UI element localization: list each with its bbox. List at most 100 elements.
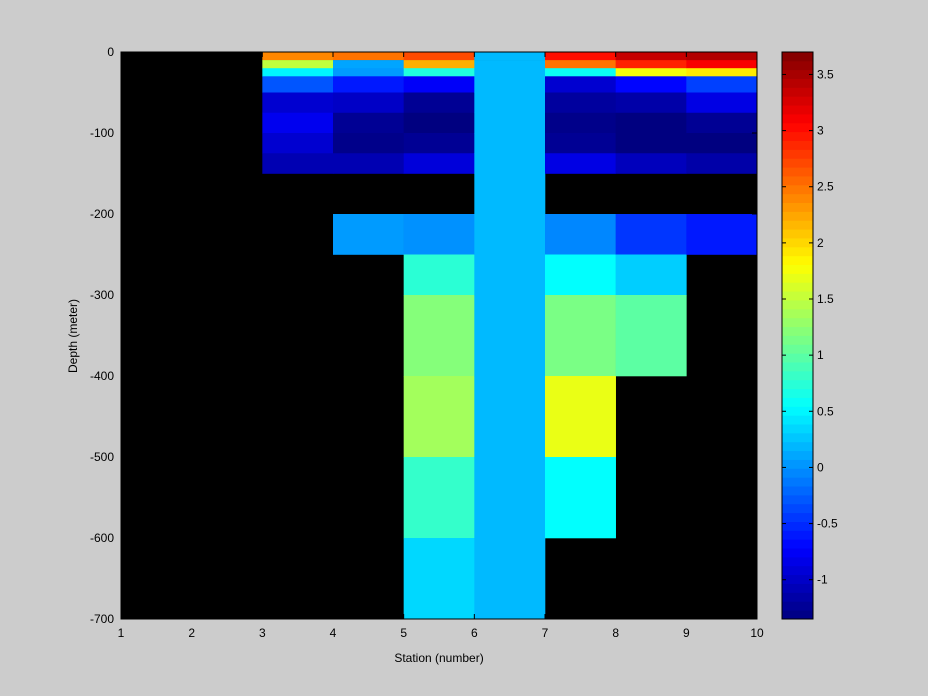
colorbar-band	[782, 477, 813, 487]
colorbar-band	[782, 486, 813, 496]
heatmap-cell	[474, 133, 546, 154]
heatmap-cell	[615, 60, 687, 69]
x-tick-label: 2	[188, 626, 195, 640]
heatmap-cell	[474, 173, 546, 215]
colorbar-frame	[781, 51, 814, 620]
y-axis-ticks: 0 -100 -200 -300 -400 -500 -600 -700	[90, 45, 757, 626]
heatmap-cell	[474, 214, 546, 255]
colorbar-band	[782, 379, 813, 390]
colorbar-band	[782, 300, 813, 310]
heatmap-cell	[615, 92, 687, 114]
heatmap-cell	[615, 153, 687, 174]
y-tick-label: -700	[90, 612, 114, 626]
heatmap-cell	[686, 133, 758, 154]
heatmap-cell	[545, 376, 616, 458]
heatmap-cell	[403, 92, 475, 114]
colorbar-band	[782, 87, 813, 97]
y-axis-label: Depth (meter)	[66, 299, 80, 373]
colorbar-band	[782, 246, 813, 257]
heatmap-cell	[615, 68, 687, 77]
colorbar-band	[782, 308, 813, 319]
colorbar-band	[782, 353, 813, 363]
heatmap-cell	[545, 76, 616, 93]
x-tick-label: 8	[612, 626, 619, 640]
colorbar-band	[782, 122, 813, 133]
heatmap-cell	[474, 295, 546, 377]
heatmap-cell	[545, 92, 616, 114]
colorbar	[782, 52, 813, 620]
colorbar-band	[782, 193, 813, 204]
heatmap-cell	[474, 112, 546, 134]
heatmap-cell	[474, 457, 546, 539]
x-tick-label: 1	[118, 626, 125, 640]
heatmap-cell	[333, 214, 404, 255]
colorbar-band	[782, 264, 813, 274]
colorbar-band	[782, 370, 813, 381]
colorbar-tick-label: 0.5	[817, 404, 834, 418]
heatmap-cell	[615, 133, 687, 154]
heatmap-cell	[403, 214, 475, 255]
heatmap-cell	[474, 538, 546, 620]
colorbar-band	[782, 574, 813, 584]
heatmap-cell	[474, 376, 546, 458]
heatmap-cell	[262, 60, 334, 69]
colorbar-tick-label: -1	[817, 573, 828, 587]
heatmap-cell	[686, 112, 758, 134]
colorbar-band	[782, 158, 813, 168]
heatmap-cell	[403, 112, 475, 134]
colorbar-band	[782, 441, 813, 452]
heatmap-cell	[686, 153, 758, 174]
colorbar-band	[782, 238, 813, 248]
colorbar-band	[782, 521, 813, 531]
heatmap-cell	[262, 52, 334, 61]
colorbar-tick-label: 2.5	[817, 180, 834, 194]
colorbar-tick-label: 2	[817, 236, 824, 250]
heatmap-cell	[333, 133, 404, 154]
x-tick-label: 9	[683, 626, 690, 640]
colorbar-band	[782, 406, 813, 416]
x-tick-label: 7	[542, 626, 549, 640]
colorbar-band	[782, 601, 813, 611]
colorbar-band	[782, 556, 813, 567]
heatmap-cell	[615, 254, 687, 296]
heatmap-cell	[333, 112, 404, 134]
heatmap-cell	[403, 76, 475, 93]
colorbar-ticks: 3.5 3 2.5 2 1.5 1 0.5 0 -0.5 -1	[782, 67, 838, 587]
heatmap-cell	[262, 92, 334, 114]
colorbar-band	[782, 220, 813, 230]
plot-frame	[120, 51, 758, 620]
heatmap-cell	[474, 60, 546, 69]
colorbar-band	[782, 211, 813, 221]
heatmap-cell	[686, 214, 758, 255]
heatmap-cell	[474, 76, 546, 93]
colorbar-tick-label: 0	[817, 460, 824, 474]
colorbar-band	[782, 114, 813, 124]
heatmap-cell	[262, 68, 334, 77]
colorbar-band	[782, 105, 813, 115]
colorbar-band	[782, 494, 813, 505]
heatmap-cell	[545, 133, 616, 154]
heatmap-cell	[262, 76, 334, 93]
colorbar-band	[782, 52, 813, 62]
heatmap-cell	[403, 376, 475, 458]
colorbar-band	[782, 335, 813, 345]
x-tick-label: 5	[400, 626, 407, 640]
colorbar-band	[782, 424, 813, 434]
colorbar-band	[782, 388, 813, 398]
colorbar-band	[782, 229, 813, 239]
heatmap-cell	[333, 92, 404, 114]
x-axis-label: Station (number)	[394, 651, 483, 665]
y-tick-label: -500	[90, 450, 114, 464]
heatmap-cell	[686, 60, 758, 69]
y-tick-label: -400	[90, 369, 114, 383]
colorbar-band	[782, 503, 813, 514]
heatmap-cell	[615, 76, 687, 93]
y-tick-label: -300	[90, 288, 114, 302]
y-tick-label: -600	[90, 531, 114, 545]
colorbar-band	[782, 69, 813, 79]
x-tick-label: 4	[330, 626, 337, 640]
heatmap-cell	[474, 68, 546, 77]
heatmap-cell	[545, 153, 616, 174]
colorbar-band	[782, 459, 813, 469]
